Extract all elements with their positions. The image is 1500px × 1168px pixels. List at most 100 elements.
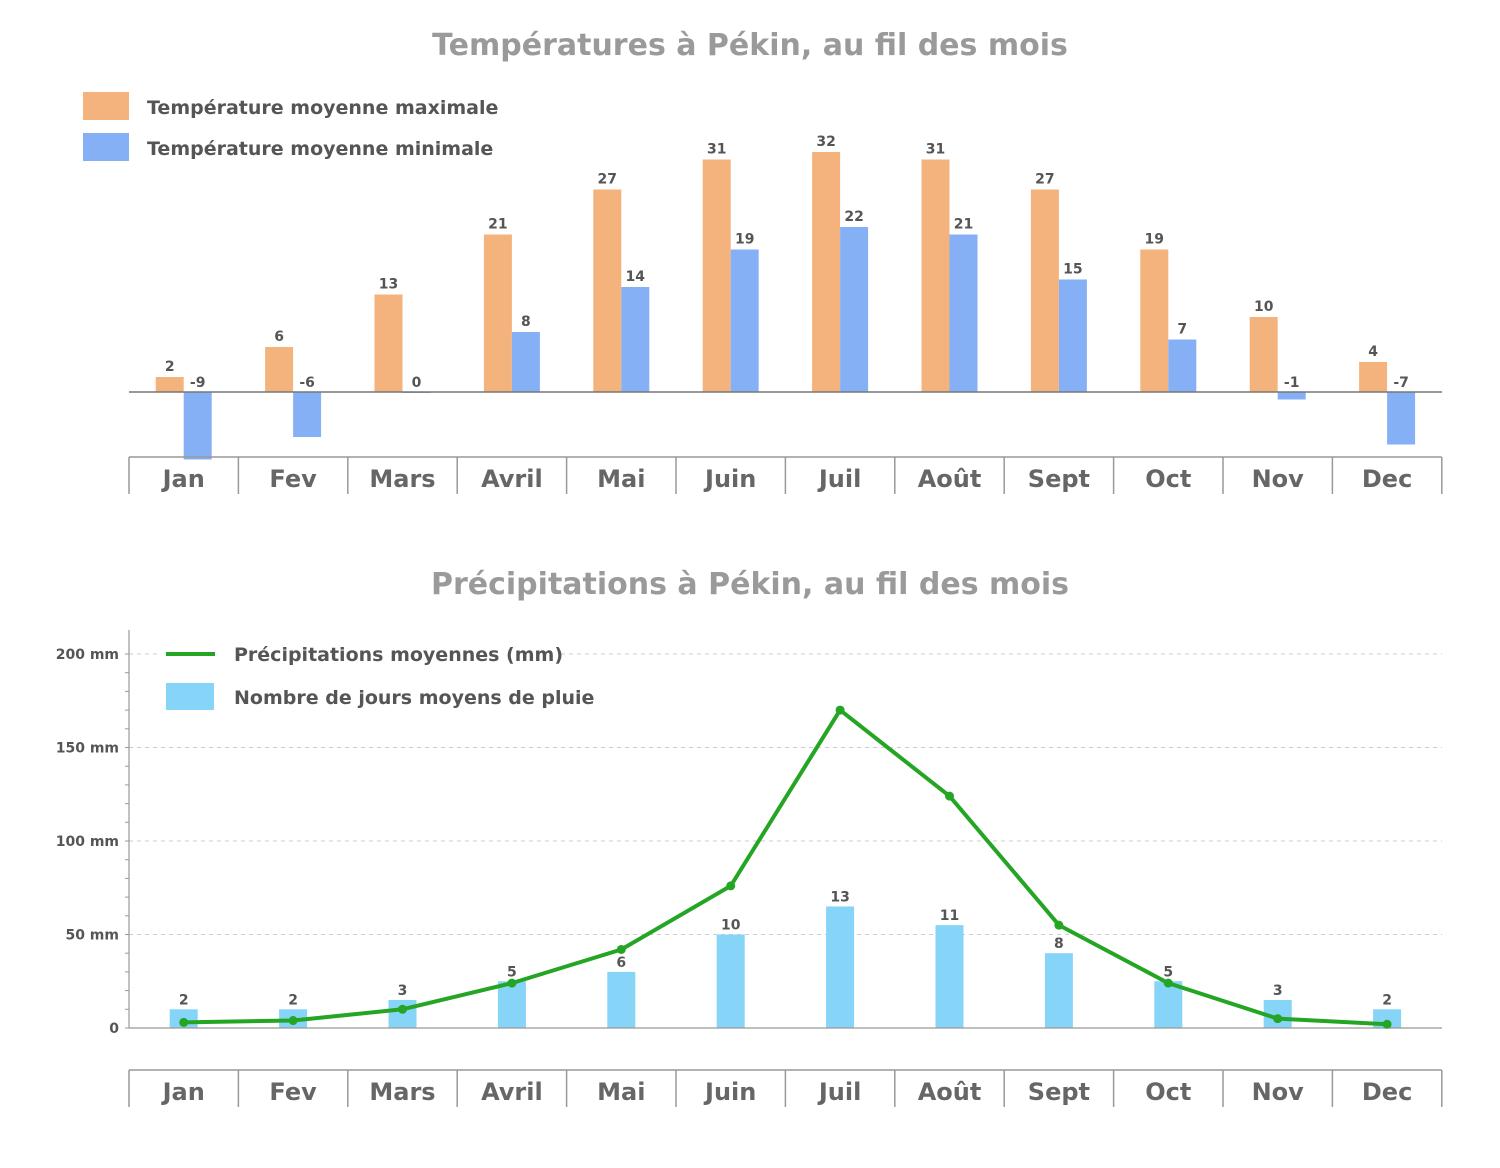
rain-day-value-label: 2 — [1382, 992, 1392, 1008]
min-temp-value-label: -9 — [190, 375, 206, 391]
bar-max-temp — [812, 152, 841, 392]
bar-min-temp — [840, 227, 869, 392]
min-temp-value-label: 22 — [844, 209, 863, 225]
bar-max-temp — [483, 234, 512, 392]
rain-day-value-labels: 2 2 3 5 6 10 13 11 8 5 3 2 — [179, 889, 1392, 1008]
bar-min-temp — [621, 287, 650, 392]
legend-background — [160, 640, 560, 720]
temperature-bars — [155, 152, 1416, 460]
temperature-chart-title: Températures à Pékin, au fil des mois — [432, 28, 1068, 63]
rain-day-bar — [1154, 981, 1183, 1028]
rain-day-value-label: 8 — [1054, 936, 1064, 952]
max-temp-value-label: 4 — [1368, 344, 1378, 360]
precipitation-point — [398, 1004, 407, 1014]
max-temp-value-label: 6 — [274, 329, 284, 345]
temperature-month-axis: Jan Fev Mars Avril Mai Juin Juil Août Sept Oct Nov… — [128, 456, 1443, 494]
temperature-month-label: Juin — [703, 465, 756, 493]
precipitation-point — [1382, 1019, 1392, 1029]
temperature-month-label: Jan — [161, 465, 205, 493]
bar-max-temp — [1030, 189, 1059, 392]
precipitation-chart-title: Précipitations à Pékin, au fil des mois — [431, 567, 1069, 602]
bar-max-temp — [1249, 317, 1278, 392]
bar-min-temp — [730, 249, 759, 392]
precipitation-point — [616, 944, 626, 954]
precipitation-point — [945, 791, 954, 801]
temperature-month-label: Nov — [1252, 465, 1305, 493]
rain-day-value-label: 6 — [616, 955, 626, 971]
min-temp-value-label: 0 — [412, 375, 422, 391]
y-axis-minor-ticks — [125, 653, 129, 1029]
precipitation-month-label: Jan — [161, 1078, 205, 1106]
bar-min-temp — [1387, 392, 1416, 445]
legend-swatch-rain-days — [166, 683, 214, 710]
bar-max-temp — [921, 159, 950, 392]
rain-day-value-label: 3 — [1273, 983, 1283, 999]
precipitation-y-ticks: 0 50 mm 100 mm 150 mm 200 mm — [56, 647, 120, 1037]
max-temp-value-label: 21 — [488, 217, 507, 233]
y-tick-label: 100 mm — [56, 834, 119, 850]
min-temp-value-label: -1 — [1284, 375, 1300, 391]
min-temp-value-label: 7 — [1177, 322, 1187, 338]
rain-day-value-label: 13 — [830, 889, 849, 905]
bar-max-temp — [155, 377, 184, 392]
y-tick-label: 0 — [109, 1021, 119, 1037]
max-temp-value-label: 32 — [816, 134, 835, 150]
bar-max-temp — [265, 347, 294, 392]
bar-min-temp — [949, 234, 978, 392]
rain-day-value-label: 5 — [507, 964, 517, 980]
rain-day-value-label: 10 — [721, 918, 741, 934]
bar-max-temp — [1359, 362, 1388, 392]
temperature-month-label: Oct — [1145, 465, 1191, 493]
max-temp-value-label: 31 — [926, 142, 945, 158]
precipitation-chart: Précipitations à Pékin, au fil des mois … — [56, 567, 1443, 1107]
min-temp-value-label: 8 — [521, 314, 531, 330]
precipitation-month-label: Juil — [817, 1078, 861, 1106]
temperature-legend: Température moyenne maximale Température… — [83, 92, 498, 161]
rain-day-value-label: 2 — [179, 992, 189, 1008]
precipitation-point — [835, 705, 845, 715]
precipitation-line — [181, 708, 1390, 1027]
y-tick-label: 200 mm — [56, 647, 119, 663]
precipitation-month-label: Mai — [597, 1078, 645, 1106]
bar-max-temp — [374, 294, 403, 392]
min-temp-value-label: 15 — [1063, 262, 1082, 278]
precipitation-month-label: Sept — [1028, 1078, 1090, 1106]
legend-label-min-temp: Température moyenne minimale — [147, 138, 493, 160]
max-temp-value-label: 19 — [1145, 232, 1164, 248]
bar-min-temp — [1277, 392, 1306, 400]
bar-min-temp — [511, 332, 540, 392]
max-temp-value-label: 10 — [1254, 299, 1274, 315]
temperature-month-label: Août — [918, 465, 982, 493]
min-temp-value-label: -6 — [299, 375, 315, 391]
legend-swatch-min-temp — [83, 133, 129, 161]
precipitation-point — [1163, 978, 1173, 988]
rain-day-bar — [716, 934, 745, 1028]
precipitation-points — [179, 705, 1392, 1029]
rain-day-bar — [388, 999, 417, 1028]
legend-label-rain-days: Nombre de jours moyens de pluie — [234, 687, 594, 709]
precipitation-month-axis: Jan Fev Mars Avril Mai Juin Juil Août Sept Oct Nov… — [128, 1069, 1443, 1107]
bar-min-temp — [1168, 339, 1197, 392]
precipitation-month-label: Avril — [481, 1078, 543, 1106]
precipitation-point — [726, 881, 736, 891]
rain-day-value-label: 3 — [398, 983, 408, 999]
precipitation-point — [507, 978, 517, 988]
precipitation-month-label: Juin — [703, 1078, 756, 1106]
precipitation-point — [179, 1017, 189, 1027]
min-temp-value-label: 21 — [954, 217, 973, 233]
rain-day-value-label: 2 — [288, 992, 298, 1008]
legend-swatch-max-temp — [83, 92, 129, 120]
temperature-value-labels: 2 -9 6 -6 13 0 21 8 27 14 31 19 32 22 31 21 27 15 19 7 10 -1 4… — [165, 134, 1409, 391]
temperature-month-label: Avril — [481, 465, 543, 493]
precipitation-month-label: Dec — [1362, 1078, 1412, 1106]
precipitation-point — [1054, 920, 1064, 930]
rain-day-bar — [826, 906, 855, 1028]
min-temp-value-label: 19 — [735, 232, 754, 248]
bar-max-temp — [593, 189, 622, 392]
max-temp-value-label: 13 — [379, 277, 398, 293]
rain-day-bar — [1044, 953, 1073, 1028]
max-temp-value-label: 27 — [1035, 172, 1054, 188]
rain-day-bar — [497, 981, 526, 1028]
bar-max-temp — [702, 159, 731, 392]
